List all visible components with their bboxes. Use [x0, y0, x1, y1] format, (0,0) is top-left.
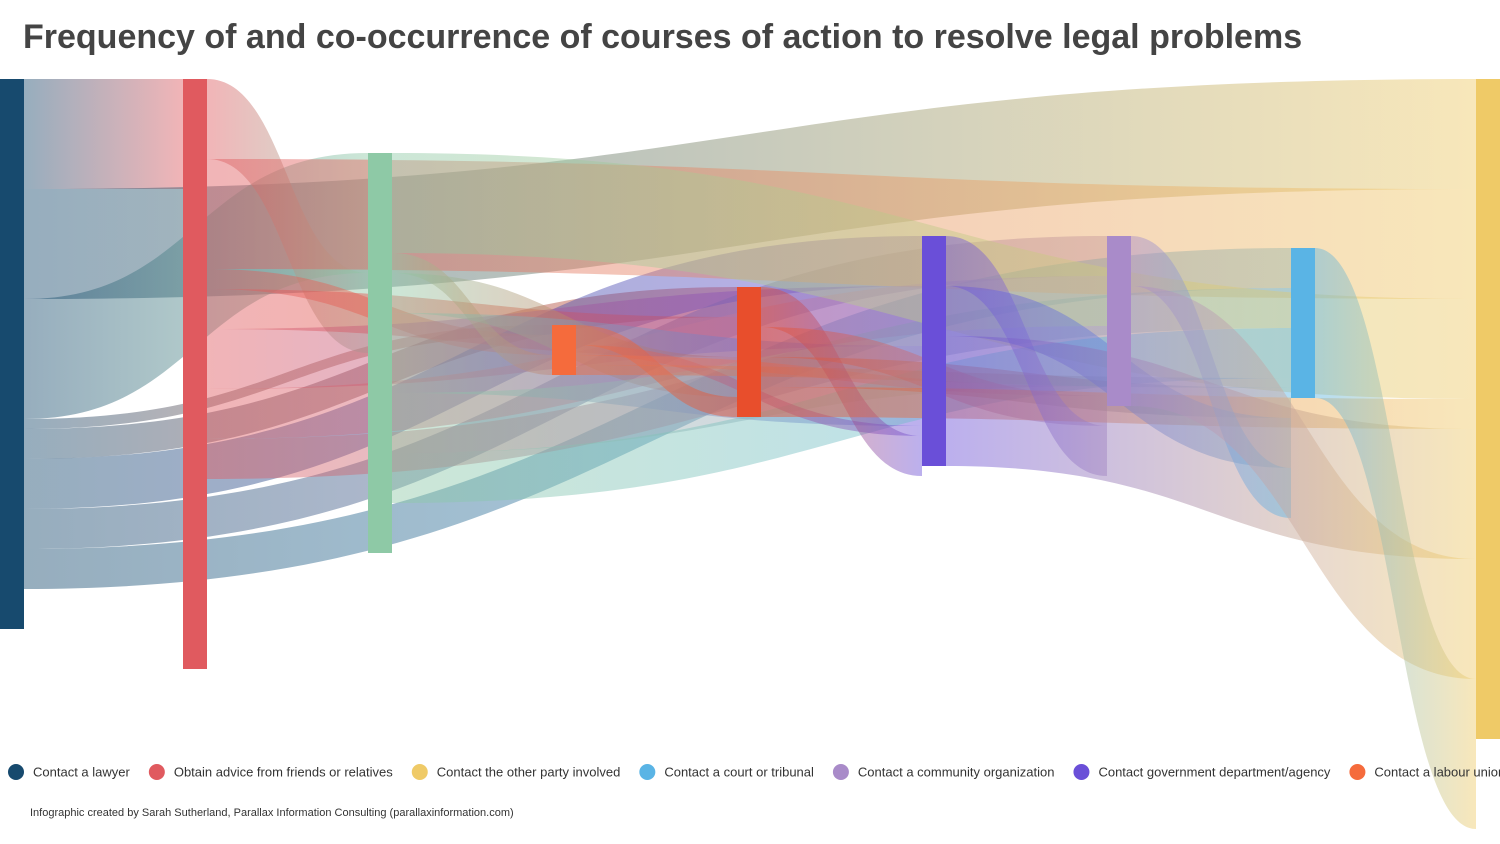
node — [368, 153, 392, 553]
node — [1107, 236, 1131, 406]
legend-swatch — [832, 764, 849, 780]
legend-swatch — [1073, 764, 1090, 780]
node — [922, 236, 946, 466]
node — [1291, 248, 1315, 398]
legend-label: Contact a lawyer — [33, 764, 130, 779]
credit: Infographic created by Sarah Sutherland,… — [30, 807, 514, 819]
legend-label: Contact the other party involved — [437, 764, 621, 779]
legend-label: Contact a labour union — [1374, 764, 1500, 779]
node — [737, 287, 761, 417]
node — [183, 79, 207, 669]
legend-label: Contact a court or tribunal — [664, 764, 814, 779]
node — [0, 79, 24, 629]
chart-title: Frequency of and co-occurrence of course… — [23, 18, 1302, 56]
legend-label: Contact a community organization — [858, 764, 1055, 779]
legend-swatch — [148, 764, 165, 780]
flow — [24, 79, 183, 189]
legend-label: Contact government department/agency — [1098, 764, 1330, 779]
node — [1476, 79, 1500, 739]
legend-swatch — [411, 764, 428, 780]
legend-swatch — [1349, 764, 1366, 780]
flow — [1315, 248, 1476, 829]
legend-swatch — [639, 764, 656, 780]
legend-label: Obtain advice from friends or relatives — [174, 764, 393, 779]
legend-swatch — [8, 764, 24, 780]
node — [552, 325, 576, 375]
